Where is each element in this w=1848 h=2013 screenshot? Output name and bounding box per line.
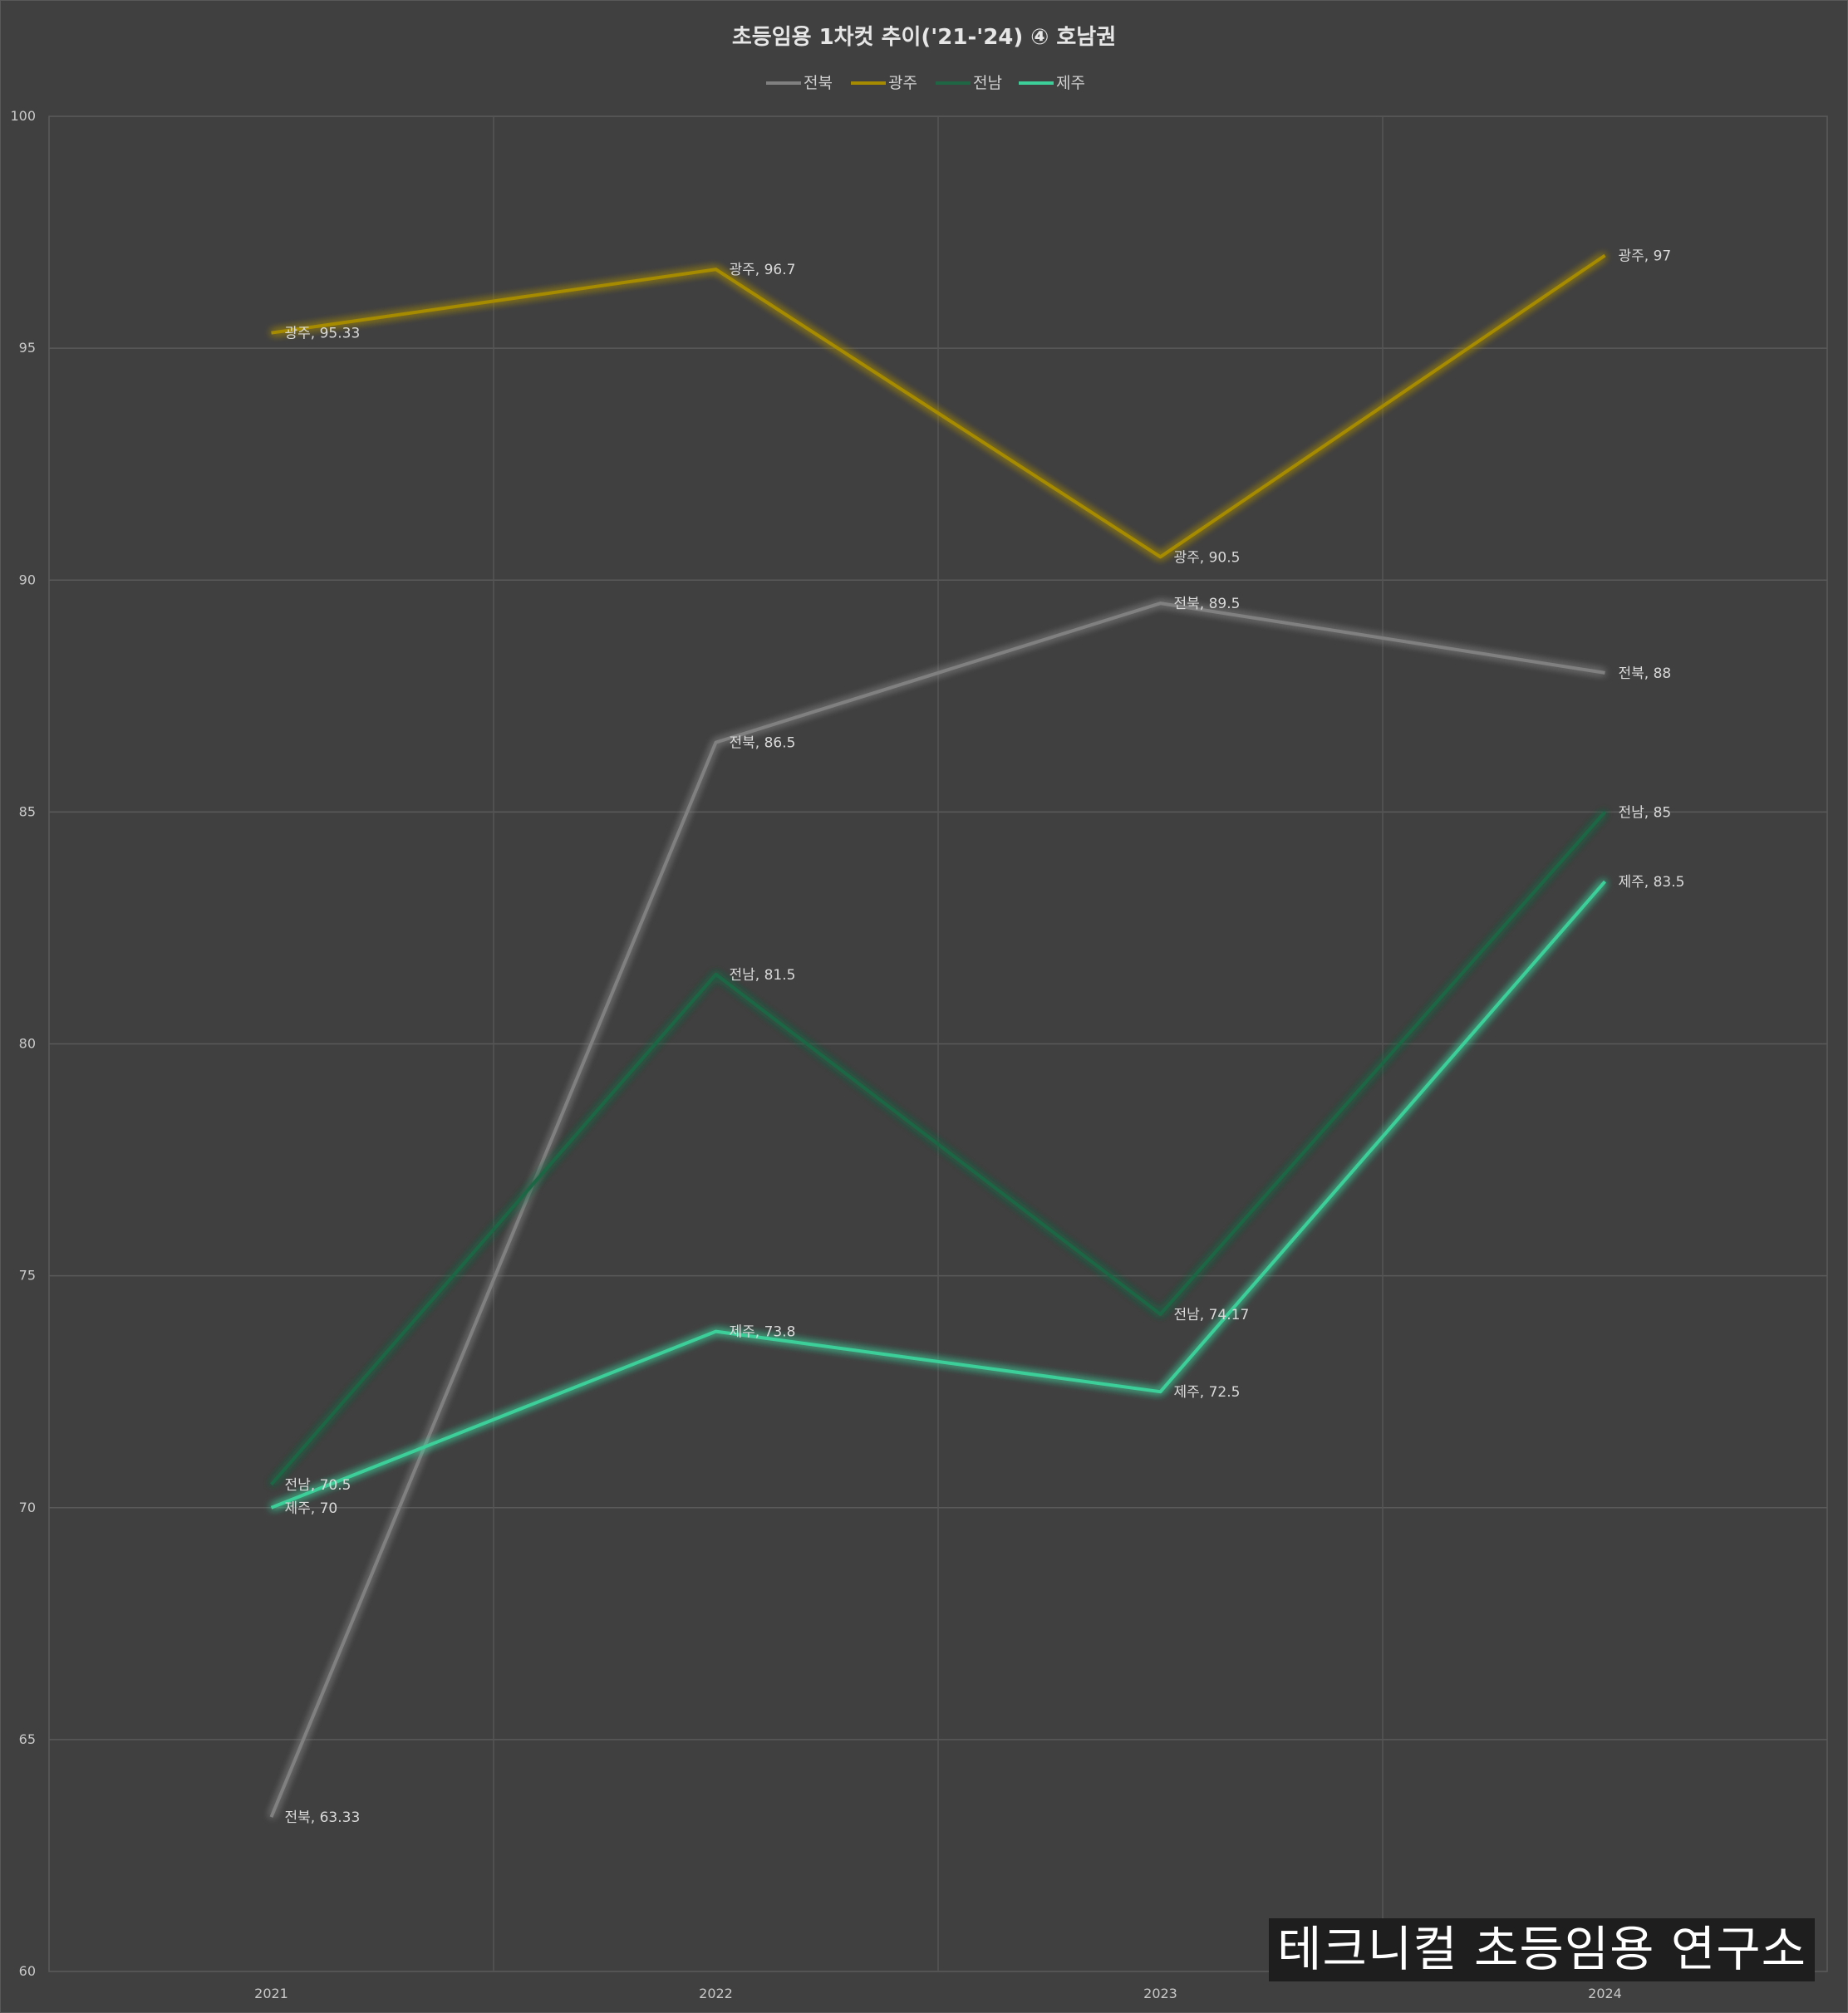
x-tick-label: 2024 (1588, 1986, 1622, 2001)
data-label: 전남, 70.5 (285, 1477, 351, 1494)
y-tick-label: 90 (19, 572, 36, 587)
y-tick-label: 75 (19, 1268, 36, 1284)
data-label: 전북, 86.5 (730, 735, 796, 752)
data-label: 전남, 81.5 (730, 967, 796, 984)
legend: 전북 광주 전남 제주 (766, 74, 1085, 92)
y-tick-label: 80 (19, 1036, 36, 1052)
y-tick-label: 100 (10, 108, 36, 124)
data-label: 광주, 97 (1619, 248, 1672, 264)
y-tick-label: 95 (19, 340, 36, 356)
data-label: 제주, 72.5 (1174, 1384, 1241, 1401)
data-label: 제주, 73.8 (730, 1324, 796, 1341)
x-tick-label: 2023 (1143, 1986, 1177, 2001)
y-axis: 60 65 70 75 80 85 90 95 100 (10, 108, 36, 1979)
grid-lines (49, 116, 1827, 1971)
series-line-광주 (271, 253, 1606, 559)
data-label: 제주, 83.5 (1619, 874, 1685, 891)
data-label: 광주, 96.7 (730, 262, 796, 278)
x-axis: 2021 2022 2023 2024 (254, 1986, 1622, 2001)
legend-label: 전남 (973, 74, 1002, 92)
x-tick-label: 2022 (699, 1986, 733, 2001)
watermark-label: 테크니컬 초등임용 연구소 (1269, 1918, 1815, 1981)
series-line-전북 (269, 601, 1605, 1818)
series-lines (269, 253, 1607, 1818)
y-tick-label: 70 (19, 1500, 36, 1515)
series-line-전남 (269, 811, 1606, 1486)
data-label: 전남, 74.17 (1174, 1307, 1250, 1323)
data-label: 광주, 95.33 (285, 326, 361, 342)
legend-label: 제주 (1056, 74, 1085, 92)
series-line-제주 (270, 880, 1607, 1510)
legend-label: 광주 (888, 74, 917, 92)
data-label: 전북, 89.5 (1174, 596, 1241, 612)
y-tick-label: 85 (19, 803, 36, 819)
data-labels: 전북, 63.33 전북, 86.5 전북, 89.5 전북, 88 광주, 95.33… (285, 248, 1685, 1826)
data-label: 광주, 90.5 (1174, 549, 1241, 566)
data-label: 전남, 85 (1619, 804, 1672, 821)
data-label: 제주, 70 (285, 1500, 338, 1517)
y-tick-label: 65 (19, 1731, 36, 1747)
legend-label: 전북 (804, 74, 833, 92)
y-tick-label: 60 (19, 1963, 36, 1979)
x-tick-label: 2021 (254, 1986, 288, 2001)
data-label: 전북, 63.33 (285, 1809, 361, 1826)
chart-title: 초등임용 1차컷 추이('21-'24) ④ 호남권 (732, 25, 1116, 50)
data-label: 전북, 88 (1619, 665, 1672, 682)
